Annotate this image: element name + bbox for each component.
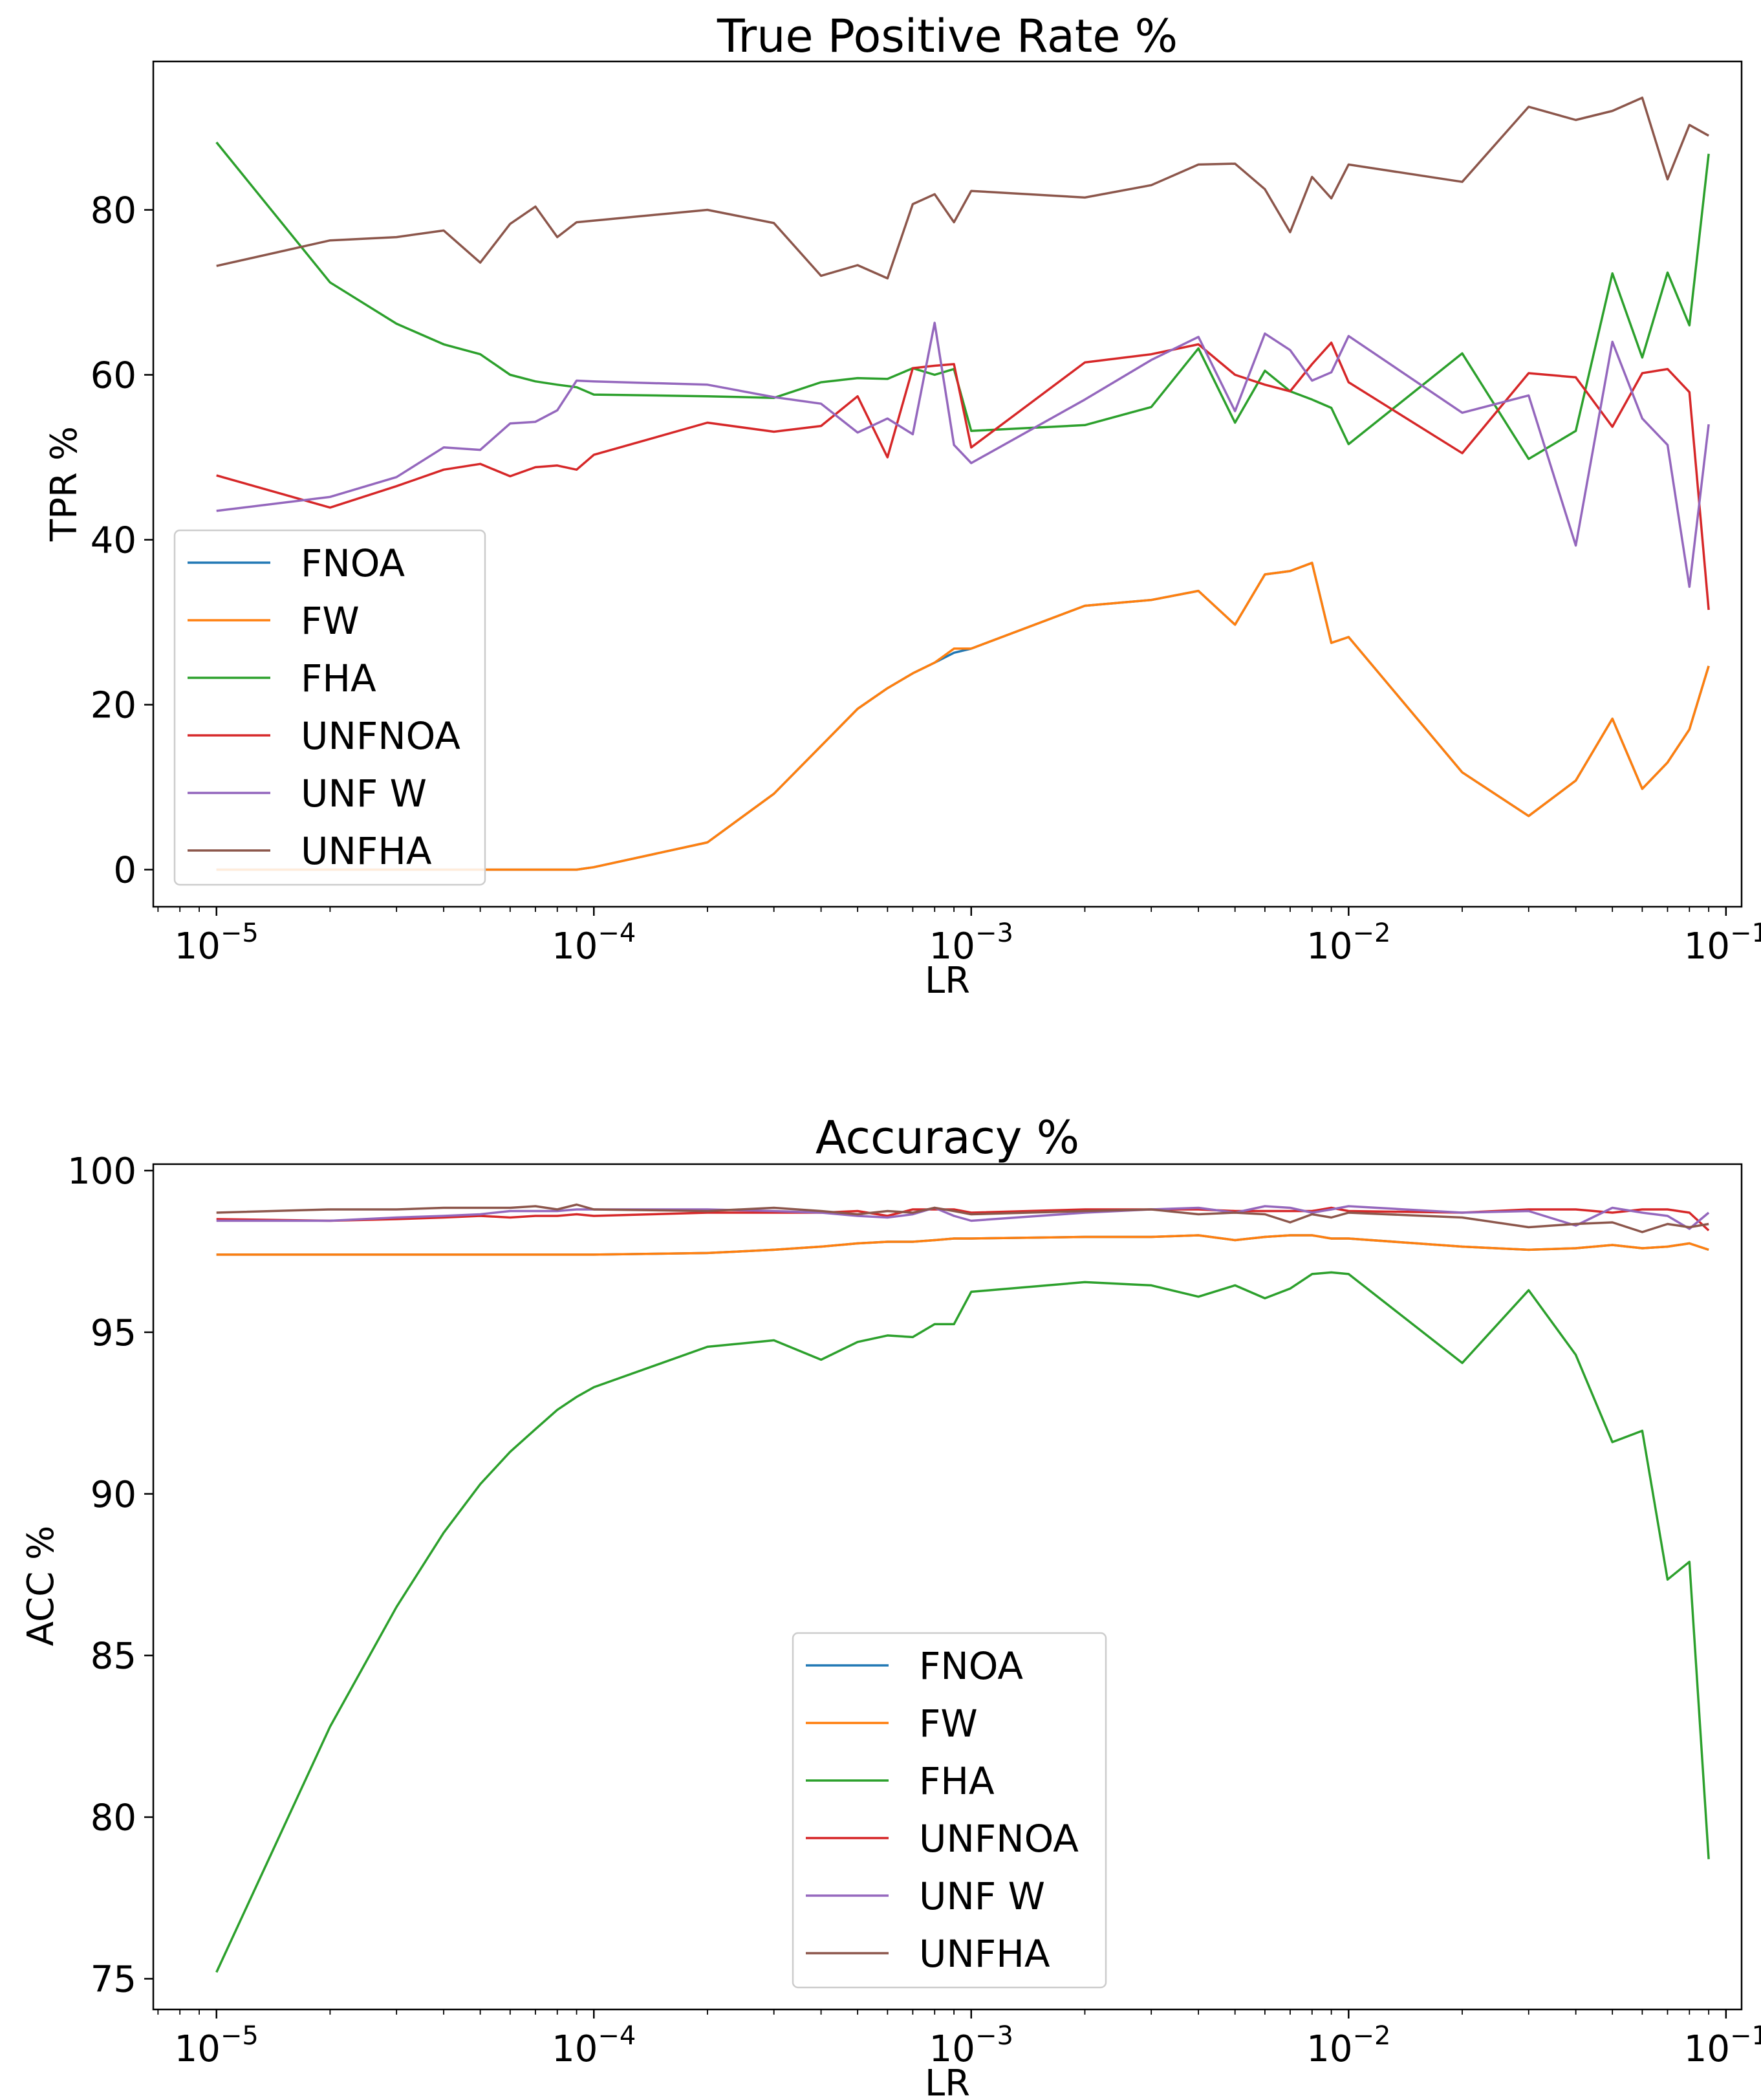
tpr-y-tick-label: 40 [91,520,136,562]
tpr-chart-x-axis-label: LR [925,960,970,1002]
acc-series-unfha [216,1203,1709,1233]
acc-chart-y-axis-label: ACC % [20,1526,62,1647]
tpr-chart-tick-labels: 10−5 10−4 10−3 10−2 10−1 0 20 40 60 80 [91,190,1761,968]
acc-y-tick-label: 75 [91,1959,136,2001]
acc-y-tick-label: 90 [91,1474,136,1516]
tpr-x-tick-label: 10−4 [552,918,636,968]
acc-x-tick-label: 10−1 [1684,2021,1761,2070]
acc-chart-tick-labels: 10−5 10−4 10−3 10−2 10−1 75 80 85 90 95 100 [67,1151,1761,2070]
tpr-chart-legend: FNOA FW FHA UNFNOA UNF W UNFHA [173,529,486,886]
acc-legend-label-unfnoa: UNFNOA [919,1817,1079,1861]
tpr-y-tick-label: 80 [91,190,136,232]
acc-y-tick-label: 80 [91,1797,136,1839]
tpr-x-tick-label: 10−5 [175,918,259,968]
acc-legend-label-unf-w: UNF W [919,1874,1045,1918]
tpr-series-unfha [216,96,1709,280]
acc-y-tick-label: 85 [91,1636,136,1678]
acc-chart-axes-frame [152,1163,1743,2011]
tpr-chart-axes-frame [152,60,1743,908]
tpr-legend-box [173,529,486,886]
tpr-series-unfnoa [216,341,1710,611]
acc-series-unf-w [216,1205,1710,1230]
acc-chart-series-group [215,1203,1710,1973]
tpr-x-tick-label: 10−1 [1684,918,1761,968]
acc-x-tick-label: 10−5 [175,2021,259,2070]
acc-legend-label-fha: FHA [919,1759,995,1803]
acc-chart-legend: FNOA FW FHA UNFNOA UNF W UNFHA [792,1632,1107,1989]
tpr-chart: True Positive Rate % 10−5 10−4 10−3 10−2 10−… [43,10,1761,1002]
tpr-chart-series-group [215,96,1710,871]
acc-legend-label-unfha: UNFHA [919,1932,1050,1976]
acc-y-tick-label: 100 [67,1151,136,1193]
tpr-x-tick-label: 10−2 [1306,918,1390,968]
tpr-chart-title: True Positive Rate % [717,10,1178,63]
acc-x-tick-label: 10−2 [1306,2021,1390,2070]
acc-legend-box [792,1632,1107,1989]
acc-series-fha [215,1271,1710,1973]
tpr-x-tick-label: 10−3 [929,918,1013,968]
acc-chart-title: Accuracy % [816,1111,1079,1164]
acc-series-fw [216,1234,1709,1256]
tpr-y-tick-label: 20 [91,685,136,727]
tpr-legend-label-fnoa: FNOA [301,541,405,585]
acc-x-tick-label: 10−3 [929,2021,1013,2070]
tpr-legend-label-unfnoa: UNFNOA [301,714,460,758]
tpr-legend-label-unf-w: UNF W [301,772,427,816]
acc-series-unfnoa [216,1206,1710,1231]
tpr-legend-label-fha: FHA [301,656,376,700]
tpr-series-fw [216,561,1710,871]
tpr-series-fha [215,141,1710,460]
acc-y-tick-label: 95 [91,1312,136,1354]
tpr-legend-label-unfha: UNFHA [301,829,432,873]
acc-chart-x-axis-label: LR [925,2062,970,2100]
tpr-y-tick-label: 60 [91,355,136,397]
tpr-chart-y-axis-label: TPR % [43,426,85,542]
tpr-y-tick-label: 0 [113,850,136,892]
tpr-series-unf-w [216,321,1710,589]
acc-legend-label-fnoa: FNOA [919,1644,1023,1688]
acc-x-tick-label: 10−4 [552,2021,636,2070]
tpr-legend-label-fw: FW [301,599,360,643]
acc-legend-label-fw: FW [919,1702,978,1746]
acc-chart: Accuracy % 10−5 10−4 10−3 10−2 10−1 75 80 85 90 9… [20,1111,1761,2100]
